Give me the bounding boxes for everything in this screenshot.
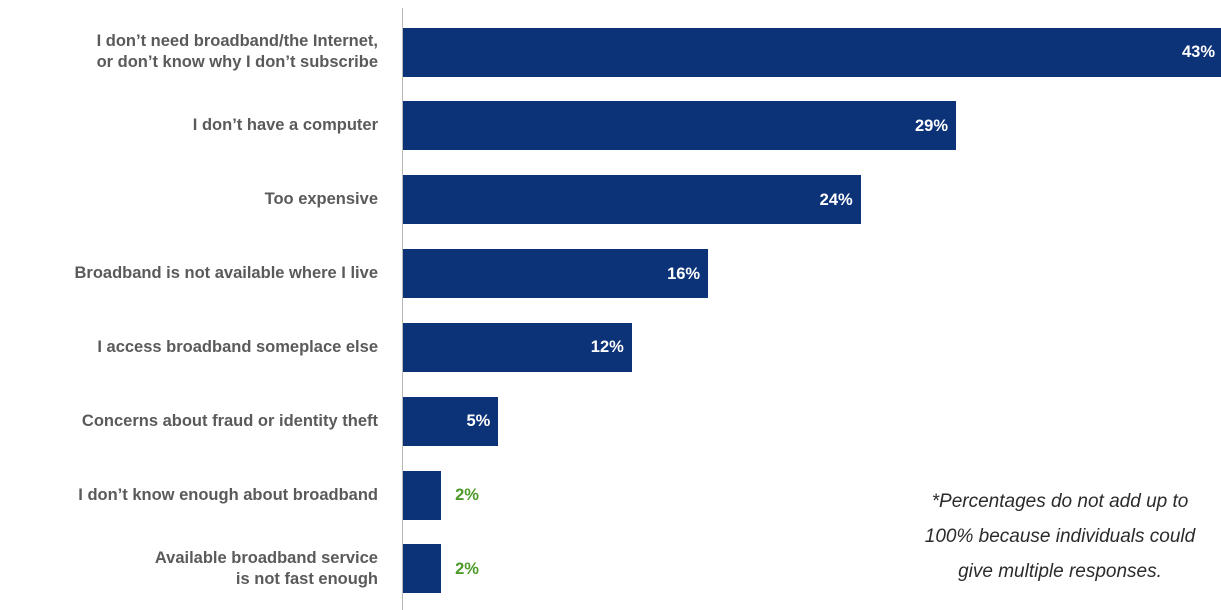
- value-label: 29%: [914, 116, 949, 135]
- category-label: I access broadband someplace else: [97, 337, 378, 356]
- value-label: 16%: [667, 264, 701, 283]
- footnote: *Percentages do not add up to 100% becau…: [924, 491, 1196, 582]
- value-label: 43%: [1181, 43, 1215, 61]
- category-label: Concerns about fraud or identity theft: [81, 411, 378, 430]
- category-axis-line: [402, 8, 403, 610]
- bar: [403, 101, 957, 151]
- value-label: 12%: [590, 338, 624, 357]
- bar: [403, 396, 499, 446]
- category-label: Too expensive: [264, 190, 378, 209]
- bar: [403, 249, 709, 299]
- value-label: 24%: [819, 190, 853, 209]
- category-label: Broadband is not available where I live: [74, 264, 378, 283]
- bar: [403, 27, 1221, 77]
- value-label: 2%: [455, 486, 479, 505]
- category-label: I don’t have a computer: [192, 116, 378, 135]
- category-label: Available broadband service is not fast …: [154, 548, 378, 588]
- value-label: 5%: [466, 412, 491, 431]
- category-label: I don’t need broadband/the Internet, or …: [96, 32, 378, 71]
- bar: [403, 470, 442, 520]
- bar: [403, 322, 632, 372]
- category-label: I don’t know enough about broadband: [78, 485, 378, 504]
- bar: [403, 175, 861, 225]
- bar: [403, 544, 442, 594]
- value-label: 2%: [455, 559, 479, 578]
